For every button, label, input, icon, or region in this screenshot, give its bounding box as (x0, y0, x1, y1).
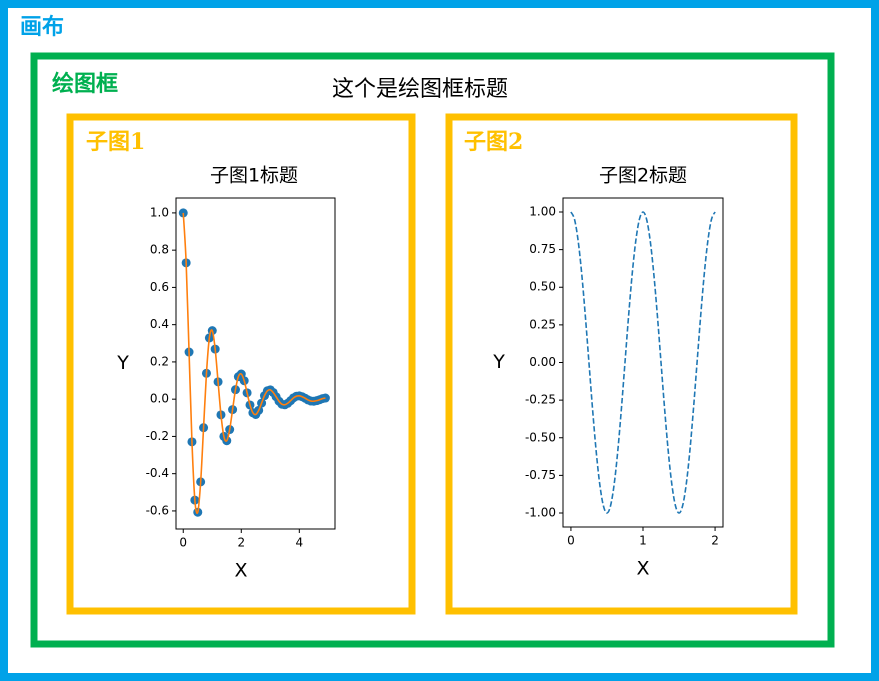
x-tick-label: 0 (567, 534, 575, 548)
figure-title: 这个是绘图框标题 (332, 77, 508, 102)
x-tick-label: 0 (179, 536, 187, 550)
y-tick-label: 0.50 (529, 280, 556, 294)
y-tick-label: 1.0 (150, 205, 169, 219)
y-tick-label: -0.6 (146, 503, 169, 517)
axes-frame (175, 197, 336, 530)
panel-label: 子图2 (464, 129, 523, 155)
y-tick-label: 0.4 (150, 317, 169, 331)
canvas-label: 画布 (20, 14, 64, 40)
x-tick-label: 2 (711, 534, 719, 548)
chart-title: 子图1标题 (210, 165, 298, 187)
y-tick-label: 0.0 (150, 392, 169, 406)
y-tick-label: 0.00 (529, 355, 556, 369)
x-tick-label: 4 (295, 536, 303, 550)
line (570, 211, 716, 514)
y-tick-label: -0.50 (525, 430, 556, 444)
x-axis-label: X (636, 558, 649, 580)
y-axis-label: Y (492, 351, 505, 373)
y-axis-label: Y (116, 352, 129, 374)
panel-label: 子图1 (86, 129, 145, 155)
y-tick-label: 0.75 (529, 242, 556, 256)
axes-frame (562, 197, 724, 528)
line (182, 212, 326, 515)
y-tick-label: -1.00 (525, 506, 556, 520)
y-tick-label: -0.75 (525, 468, 556, 482)
y-tick-label: 0.6 (150, 280, 169, 294)
y-tick-label: -0.25 (525, 393, 556, 407)
y-tick-label: -0.2 (146, 429, 169, 443)
x-tick-label: 1 (639, 534, 647, 548)
chart-title: 子图2标题 (599, 165, 687, 187)
figure-label: 绘图框 (52, 71, 118, 97)
x-axis-label: X (234, 560, 247, 582)
x-tick-label: 2 (237, 536, 245, 550)
y-tick-label: -0.4 (146, 466, 169, 480)
y-tick-label: 1.00 (529, 204, 556, 218)
subplot-frame (445, 113, 798, 615)
y-tick-label: 0.25 (529, 317, 556, 331)
y-tick-label: 0.8 (150, 243, 169, 257)
subplot-frame (66, 113, 416, 615)
y-tick-label: 0.2 (150, 354, 169, 368)
figure-frame (30, 52, 835, 648)
